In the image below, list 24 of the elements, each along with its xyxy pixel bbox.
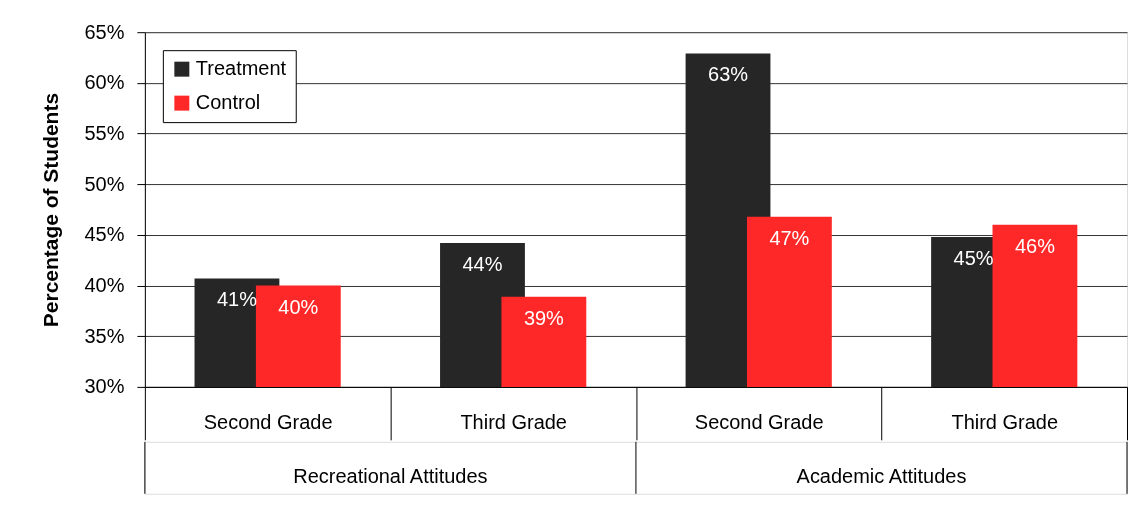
y-tick-label: 50% bbox=[84, 172, 125, 195]
x-tick-label: Third Grade bbox=[460, 411, 567, 434]
text: Academic Attitudes bbox=[796, 464, 967, 487]
data-label: 39% bbox=[523, 306, 565, 329]
y-tick-label: 60% bbox=[84, 71, 125, 94]
x-tick-label: Second Grade bbox=[203, 411, 333, 434]
text: Recreational Attitudes bbox=[293, 464, 488, 487]
data-label: 45% bbox=[953, 246, 994, 269]
y-axis-title: Percentage of Students bbox=[39, 92, 63, 328]
y-tick-label: 40% bbox=[84, 274, 125, 297]
data-label: 40% bbox=[278, 295, 319, 318]
data-label: 46% bbox=[1014, 234, 1056, 257]
y-tick-label: 45% bbox=[84, 223, 125, 246]
data-label: 47% bbox=[769, 226, 810, 249]
legend-label: Control bbox=[195, 91, 261, 114]
legend-label: Treatment bbox=[195, 57, 287, 80]
data-label: 63% bbox=[708, 63, 749, 86]
x-tick-label: Second Grade bbox=[694, 411, 824, 434]
y-tick-label: 65% bbox=[84, 20, 125, 43]
data-label: 44% bbox=[462, 252, 503, 275]
y-tick-label: 30% bbox=[84, 375, 125, 398]
y-tick-label: 55% bbox=[84, 122, 125, 145]
y-tick-label: 35% bbox=[84, 324, 125, 347]
x-tick-label: Third Grade bbox=[951, 411, 1059, 434]
